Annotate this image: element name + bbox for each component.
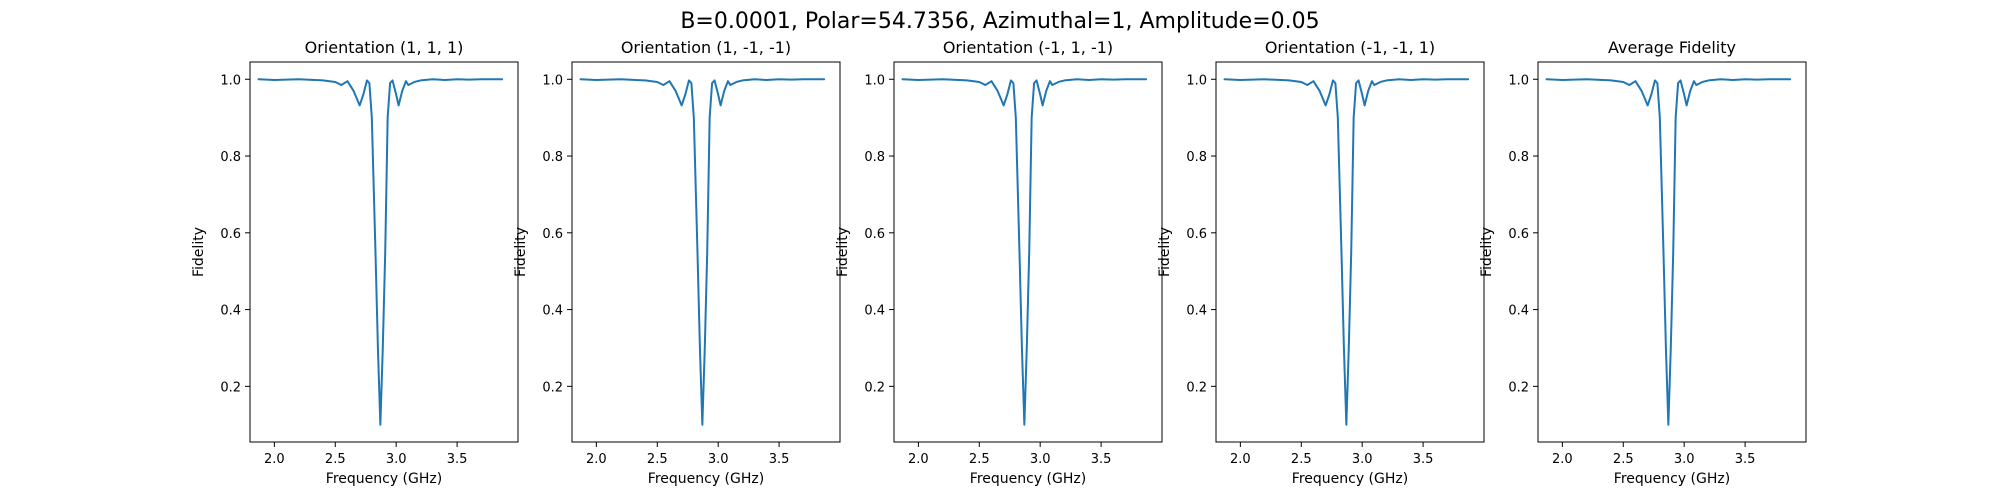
y-tick-label: 0.4 (1186, 304, 1207, 319)
x-tick-label: 3.0 (708, 452, 729, 467)
x-axis-label: Frequency (GHz) (1614, 471, 1730, 487)
x-tick-label: 3.5 (447, 452, 468, 467)
subplot-5: Average Fidelity 2.0 2.5 3.0 3.5 0.2 0.4 0.6 0.8… (1479, 38, 1807, 487)
y-tick-label: 0.8 (220, 150, 241, 165)
x-tick-label: 2.5 (1613, 452, 1634, 467)
y-tick-label: 0.4 (542, 304, 563, 319)
x-tick-label: 3.5 (769, 452, 790, 467)
x-tick-label: 3.0 (386, 452, 407, 467)
subplot-title: Orientation (1, -1, -1) (621, 38, 791, 57)
subplot-1: Orientation (1, 1, 1) 2.0 2.5 3.0 3.5 0.2 0.4 0… (191, 38, 519, 487)
subplot-title: Average Fidelity (1608, 38, 1736, 57)
y-tick-label: 0.8 (1508, 150, 1529, 165)
y-tick-label: 1.0 (1508, 73, 1529, 88)
x-tick-label: 3.5 (1735, 452, 1756, 467)
y-axis-label: Fidelity (835, 227, 851, 277)
fidelity-series-line (901, 78, 1148, 426)
x-tick-label: 3.5 (1413, 452, 1434, 467)
x-tick-label: 3.5 (1091, 452, 1112, 467)
x-tick-label: 3.0 (1352, 452, 1373, 467)
subplot-title: Orientation (1, 1, 1) (305, 38, 464, 57)
fidelity-series-line (1223, 78, 1470, 426)
axes-frame (1215, 61, 1485, 443)
y-tick-label: 0.8 (1186, 150, 1207, 165)
y-tick-label: 0.2 (220, 380, 241, 395)
fidelity-series-line (579, 78, 826, 426)
x-axis-label: Frequency (GHz) (326, 471, 442, 487)
y-axis-label: Fidelity (1479, 227, 1495, 277)
y-tick-label: 0.2 (542, 380, 563, 395)
x-tick-label: 3.0 (1674, 452, 1695, 467)
y-axis-label: Fidelity (513, 227, 529, 277)
y-axis-label: Fidelity (191, 227, 207, 277)
x-axis-label: Frequency (GHz) (648, 471, 764, 487)
y-tick-label: 0.8 (864, 150, 885, 165)
x-tick-label: 3.0 (1030, 452, 1051, 467)
x-axis-label: Frequency (GHz) (1292, 471, 1408, 487)
x-tick-label: 2.0 (1230, 452, 1251, 467)
subplot-2: Orientation (1, -1, -1) 2.0 2.5 3.0 3.5 0.2 0.… (513, 38, 841, 487)
y-tick-label: 0.6 (542, 227, 563, 242)
x-tick-label: 2.5 (647, 452, 668, 467)
y-tick-label: 0.2 (1186, 380, 1207, 395)
fidelity-series-line (257, 78, 504, 426)
y-tick-label: 0.6 (1508, 227, 1529, 242)
x-axis-label: Frequency (GHz) (970, 471, 1086, 487)
y-tick-label: 1.0 (542, 73, 563, 88)
y-tick-label: 1.0 (1186, 73, 1207, 88)
fidelity-series-line (1545, 78, 1792, 426)
x-tick-label: 2.0 (908, 452, 929, 467)
subplot-4: Orientation (-1, -1, 1) 2.0 2.5 3.0 3.5 0.2 0.… (1157, 38, 1485, 487)
y-tick-label: 0.4 (864, 304, 885, 319)
y-tick-label: 1.0 (864, 73, 885, 88)
y-tick-label: 0.6 (220, 227, 241, 242)
subplot-panels: Orientation (1, 1, 1) 2.0 2.5 3.0 3.5 0.2 0.4 0… (191, 38, 1807, 487)
y-tick-label: 0.6 (1186, 227, 1207, 242)
subplot-title: Orientation (-1, -1, 1) (1265, 38, 1435, 57)
y-tick-label: 1.0 (220, 73, 241, 88)
x-tick-label: 2.0 (586, 452, 607, 467)
axes-frame (249, 61, 519, 443)
axes-frame (571, 61, 841, 443)
figure-suptitle: B=0.0001, Polar=54.7356, Azimuthal=1, Am… (680, 9, 1319, 34)
y-tick-label: 0.6 (864, 227, 885, 242)
x-tick-label: 2.5 (325, 452, 346, 467)
y-tick-label: 0.8 (542, 150, 563, 165)
x-tick-label: 2.5 (969, 452, 990, 467)
axes-frame (1537, 61, 1807, 443)
x-tick-label: 2.0 (1552, 452, 1573, 467)
y-tick-label: 0.4 (220, 304, 241, 319)
x-tick-label: 2.0 (264, 452, 285, 467)
axes-frame (893, 61, 1163, 443)
subplot-title: Orientation (-1, 1, -1) (943, 38, 1113, 57)
y-tick-label: 0.4 (1508, 304, 1529, 319)
y-axis-label: Fidelity (1157, 227, 1173, 277)
subplot-3: Orientation (-1, 1, -1) 2.0 2.5 3.0 3.5 0.2 0.… (835, 38, 1163, 487)
x-tick-label: 2.5 (1291, 452, 1312, 467)
y-tick-label: 0.2 (864, 380, 885, 395)
y-tick-label: 0.2 (1508, 380, 1529, 395)
